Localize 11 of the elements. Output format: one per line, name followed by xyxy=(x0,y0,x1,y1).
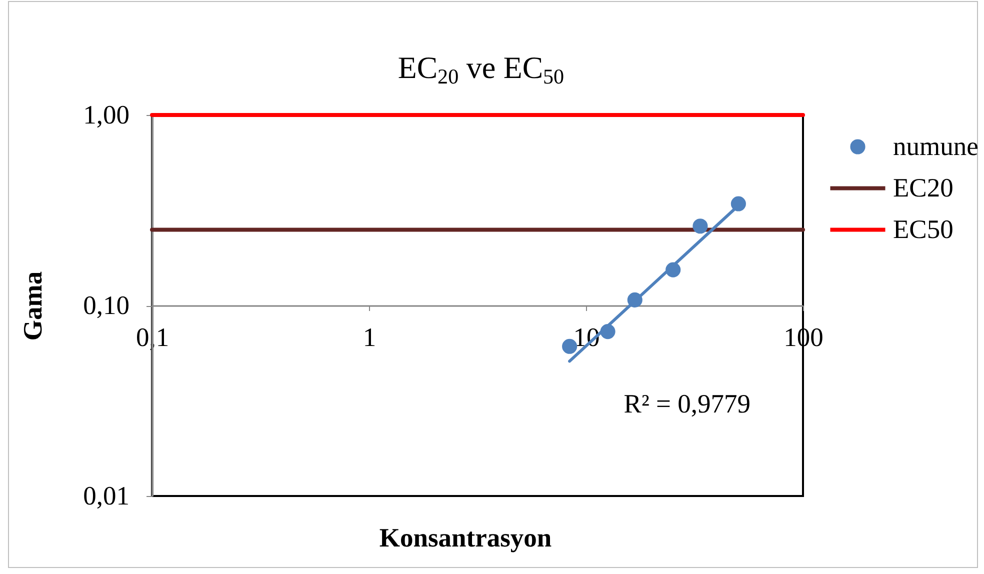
y-tick-label: 0,01 xyxy=(83,480,130,510)
x-tick-label: 1 xyxy=(362,322,376,352)
legend-label: numune xyxy=(893,130,978,161)
y-tick-label: 0,10 xyxy=(83,290,130,320)
annotation: R² = 0,9779 xyxy=(624,388,750,419)
chart-title: EC$_{20}$ ve EC$_{50}$ xyxy=(396,50,566,88)
y-tick-label: 1,00 xyxy=(83,100,130,130)
y-axis-title: Gama xyxy=(18,271,48,341)
legend-label: EC20 xyxy=(893,172,954,202)
x-axis-title: Konsantrasyon xyxy=(379,522,552,552)
legend-label: EC50 xyxy=(893,214,954,244)
